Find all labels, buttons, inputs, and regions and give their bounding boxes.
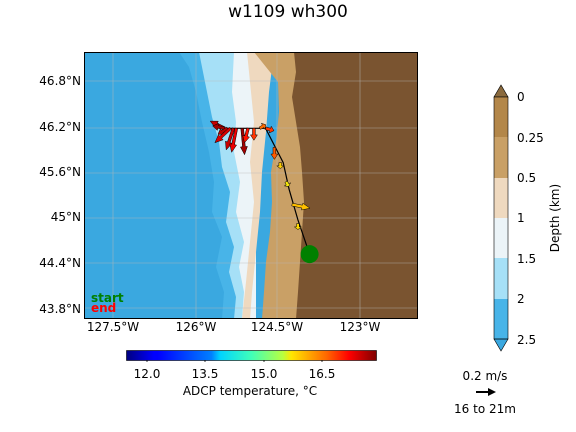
lon-label-124_5: 124.5°W [250,320,304,334]
depth-colorbar [493,84,509,352]
depth-tick-1: 1 [517,211,525,225]
lon-label-123: 123°W [339,320,381,334]
legend-end: end [91,301,117,315]
lon-label-126: 126°W [175,320,217,334]
current-vector-arrow [229,127,238,153]
current-vector-arrow [249,128,258,141]
lat-label-45: 45°N [50,210,81,224]
temperature-colorbar-label: ADCP temperature, °C [182,384,318,398]
temp-tick-12: 12.0 [133,367,161,381]
depth-tick-2: 2 [517,292,525,306]
depth-tick-2_5: 2.5 [517,333,537,347]
lat-label-44_4: 44.4°N [39,256,81,270]
coastal-band [242,52,274,319]
track-line [224,127,311,255]
current-vector-arrow [291,202,311,211]
temperature-colorbar-gradient [126,350,377,361]
depth-tick-0: 0 [517,90,525,104]
depth-band-0-0_25 [494,97,508,137]
graticule [84,52,418,319]
plot-title: w1109 wh300 [228,2,348,22]
current-vector-arrow [270,147,279,160]
depth-tick-1_5: 1.5 [517,252,537,266]
lat-label-43_8: 43.8°N [39,302,81,316]
depth-colorbar-label: Depth (km) [548,183,562,253]
current-vector-arrow [293,223,303,230]
lon-label-127_5: 127.5°W [86,320,140,334]
current-vector-arrow [283,180,292,187]
temp-tick-15: 15.0 [250,367,278,381]
current-vector-arrow [264,125,275,134]
start-marker [300,245,319,264]
current-vector-arrow [242,127,250,144]
depth-band-0_25-0_5 [494,137,508,178]
current-vector-arrow [276,162,285,169]
current-vector-arrow [214,126,232,144]
land-interior [292,52,418,319]
map-frame [84,52,418,319]
depth-band-2-2_5 [494,299,508,339]
lat-label-46_8: 46.8°N [39,74,81,88]
temperature-colorbar [126,350,377,362]
lat-label-46_2: 46.2°N [39,120,81,134]
depth-colorbar-extend-top [493,84,509,98]
map-panel [84,52,418,319]
scale-arrow-icon [476,388,496,396]
depth-colorbar-extend-bottom [493,338,509,352]
legend-start: start [91,291,124,305]
depth-tick-0_5: 0.5 [517,171,537,185]
depth-band-0_5-1 [494,178,508,218]
depth-band-1_5-2 [494,258,508,299]
depth-tick-0_25: 0.25 [517,131,544,145]
temp-tick-13_5: 13.5 [191,367,219,381]
lat-label-45_6: 45.6°N [39,165,81,179]
depth-band-1-1_5 [494,218,508,258]
depth-colorbar-frame [493,96,509,340]
current-vector-arrow [225,127,236,151]
temp-tick-16_5: 16.5 [308,367,336,381]
scale-speed-label: 0.2 m/s [462,369,508,383]
current-vector-arrow [239,127,248,156]
current-vector-arrow [258,122,267,130]
current-vectors [209,120,311,230]
scale-depth-range: 16 to 21m [454,402,516,416]
scale-arrow-shape [476,388,496,396]
ship-track [224,127,319,264]
